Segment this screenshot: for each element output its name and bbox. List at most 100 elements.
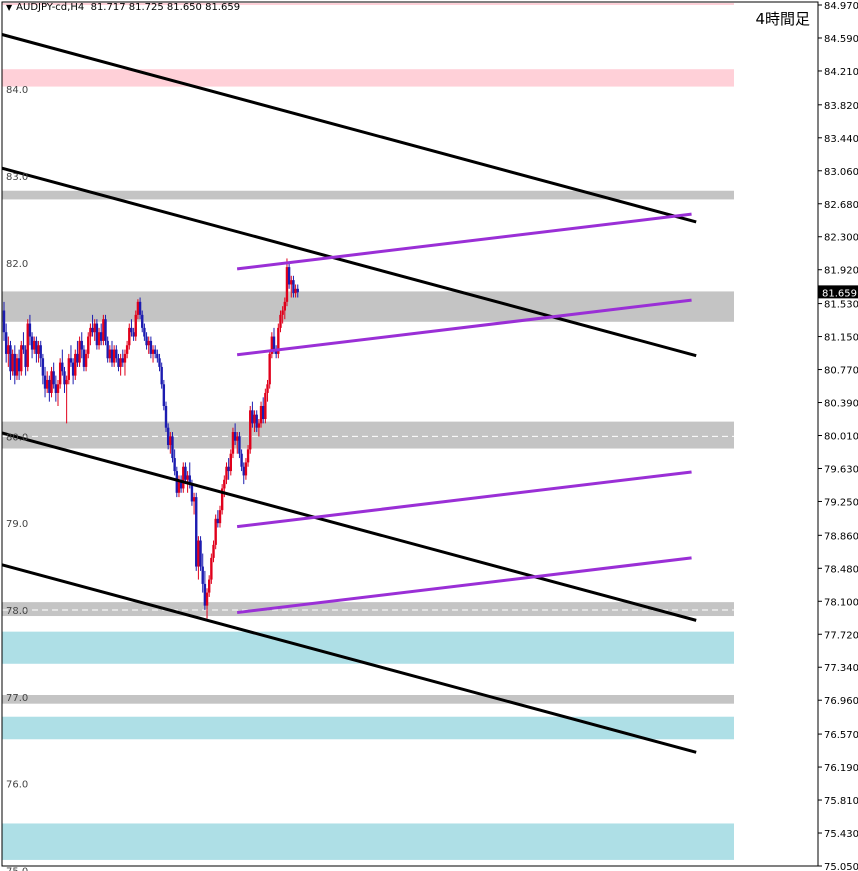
candle-body — [2, 310, 6, 333]
axis-tick-label: 75.810 — [824, 796, 858, 807]
candle-body — [128, 327, 131, 346]
candle-body — [175, 471, 178, 493]
candle-body — [134, 314, 137, 337]
axis-tick-label: 82.300 — [824, 233, 858, 244]
candle-body — [201, 566, 204, 584]
candle-body — [58, 362, 62, 385]
left-level-label: 82.0 — [6, 259, 28, 270]
left-level-label: 77.0 — [6, 693, 28, 704]
candle-body — [290, 280, 293, 285]
left-level-label: 75.0 — [6, 866, 28, 871]
candle-body — [41, 358, 45, 376]
candle-body — [132, 332, 135, 337]
axis-tick-label: 83.440 — [824, 134, 858, 145]
candle-body — [136, 301, 140, 315]
candle-body — [233, 432, 237, 441]
candle-body — [225, 466, 228, 480]
candle-body — [231, 432, 235, 454]
candle-body — [95, 323, 99, 346]
candle-body — [158, 358, 161, 367]
axis-tick-label: 82.680 — [824, 200, 858, 211]
candle-body — [84, 353, 88, 367]
axis-tick-label: 84.590 — [824, 34, 858, 45]
dropdown-triangle-icon[interactable]: ▼ — [6, 3, 13, 12]
candle-body — [71, 362, 75, 376]
candle-body — [218, 510, 222, 524]
candle-body — [199, 540, 202, 567]
candle-body — [30, 336, 34, 350]
candle-body — [255, 414, 258, 428]
left-level-label: 80.0 — [6, 432, 28, 443]
candle-body — [257, 423, 261, 428]
candle-body — [33, 340, 36, 350]
dashed-levels-layer — [2, 435, 734, 611]
black-trendline — [1, 33, 697, 224]
left-level-label: 79.0 — [6, 519, 28, 530]
support-zone — [2, 631, 734, 664]
candle-body — [141, 314, 144, 328]
candle-body — [102, 319, 105, 341]
candle-body — [270, 336, 274, 354]
axis-tick-label: 79.250 — [824, 497, 858, 508]
candle-body — [244, 462, 248, 476]
candle-body — [177, 479, 181, 493]
candle-body — [93, 323, 96, 333]
candle-body — [229, 453, 232, 472]
symbol-title: AUDJPY-cd,H4 — [16, 2, 85, 13]
axis-tick-label: 81.530 — [824, 300, 858, 311]
purple-channel-line — [236, 212, 692, 271]
candle-body — [56, 384, 60, 393]
candle-body — [149, 340, 153, 354]
candle-body — [220, 488, 224, 511]
candle-body — [156, 353, 159, 359]
candle-body — [242, 466, 245, 476]
candle-body — [82, 349, 86, 367]
candle-body — [251, 410, 254, 424]
candle-body — [190, 484, 194, 502]
black-trendline — [1, 563, 697, 754]
sr-zone — [2, 421, 734, 449]
candle-body — [11, 353, 14, 372]
candle-body — [274, 349, 278, 354]
candle-body — [171, 436, 174, 459]
axis-tick-label: 78.860 — [824, 531, 858, 542]
axis-tick-label: 81.150 — [824, 333, 858, 344]
axis-tick-label: 78.480 — [824, 564, 858, 575]
axis-tick-label: 75.430 — [824, 829, 858, 840]
candle-body — [110, 349, 114, 363]
candle-body — [104, 319, 107, 341]
candle-body — [17, 358, 21, 372]
resistance-zone — [2, 69, 734, 87]
candle-body — [179, 479, 183, 489]
candle-body — [154, 349, 157, 354]
candle-body — [143, 327, 146, 337]
candle-body — [227, 466, 230, 472]
candle-body — [37, 345, 40, 354]
axis-tick-label: 79.630 — [824, 464, 858, 475]
candle-body — [91, 327, 94, 333]
candle-body — [216, 518, 220, 524]
axis-tick-label: 84.210 — [824, 67, 858, 78]
candle-body — [112, 349, 116, 363]
candle-body — [268, 353, 271, 385]
timeframe-label: 4時間足 — [755, 10, 810, 28]
current-price-label: 81.659 — [822, 288, 857, 299]
candle-body — [9, 345, 12, 372]
candle-body — [138, 301, 142, 315]
purple-channel-line — [236, 556, 692, 615]
zones-layer — [2, 3, 734, 860]
candle-body — [54, 384, 58, 393]
candle-body — [61, 362, 64, 372]
candle-body — [13, 353, 16, 376]
left-level-label: 84.0 — [6, 85, 28, 96]
candle-body — [246, 449, 250, 463]
candle-body — [121, 358, 124, 363]
candle-body — [292, 280, 295, 294]
axis-tick-label: 83.820 — [824, 101, 858, 112]
axis-tick-label: 76.570 — [824, 730, 858, 741]
candle-body — [195, 497, 198, 567]
candle-body — [130, 327, 133, 333]
candle-body — [264, 392, 267, 420]
candle-body — [147, 340, 150, 346]
